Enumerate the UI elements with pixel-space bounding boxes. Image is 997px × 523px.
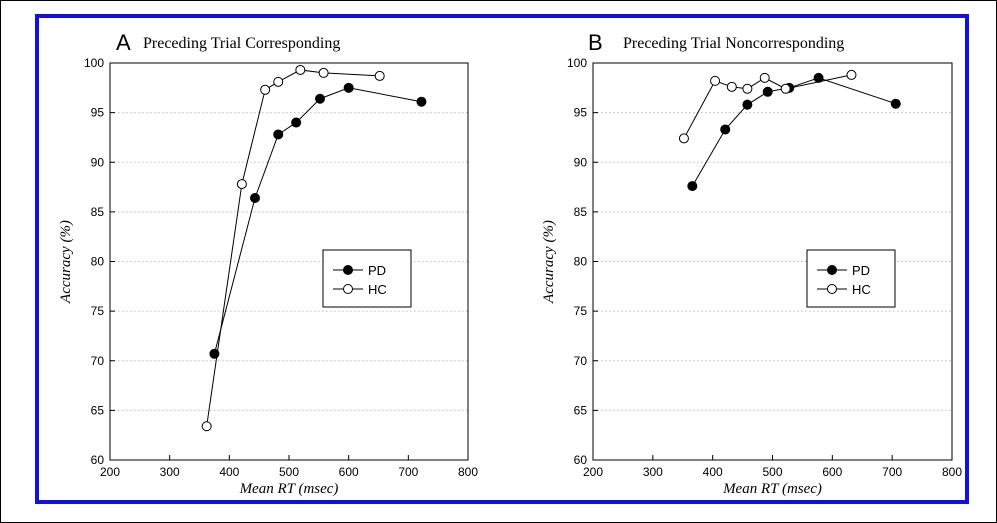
x-tick-label: 800 (458, 465, 478, 479)
x-tick-label: 500 (279, 465, 299, 479)
data-point-pd (687, 181, 698, 192)
x-tick-label: 300 (643, 465, 663, 479)
legend-label-hc: HC (852, 282, 871, 297)
legend-marker-pd (827, 265, 837, 275)
data-point-hc (742, 83, 753, 94)
y-tick-label: 75 (574, 304, 588, 318)
legend-box (322, 249, 412, 308)
panel-title: Preceding Trial Corresponding (143, 35, 340, 52)
panel-letter: A (116, 30, 131, 55)
x-tick-label: 700 (398, 465, 418, 479)
data-point-pd (813, 72, 824, 83)
data-point-hc (678, 133, 689, 144)
legend-label-pd: PD (852, 263, 870, 278)
data-point-pd (762, 86, 773, 97)
y-tick-label: 75 (91, 304, 105, 318)
x-tick-label: 600 (339, 465, 359, 479)
y-tick-label: 90 (574, 155, 588, 169)
data-point-hc (295, 64, 306, 75)
data-point-hc (201, 421, 212, 432)
y-tick-label: 65 (574, 403, 588, 417)
y-tick-label: 95 (574, 106, 588, 120)
data-point-hc (273, 76, 284, 87)
legend: PD HC (322, 249, 412, 308)
y-tick-label: 70 (91, 354, 105, 368)
legend-marker-hc (827, 284, 837, 294)
legend-label-pd: PD (368, 263, 386, 278)
data-point-hc (236, 179, 247, 190)
legend: PD HC (806, 249, 896, 308)
series-line-hc (683, 74, 852, 139)
legend-label-hc: HC (368, 282, 387, 297)
data-point-hc (374, 70, 385, 81)
data-point-pd (720, 124, 731, 135)
data-point-pd (890, 98, 901, 109)
y-tick-label: 85 (574, 205, 588, 219)
data-point-pd (315, 93, 326, 104)
y-tick-label: 80 (91, 255, 105, 269)
data-point-pd (742, 99, 753, 110)
data-point-hc (759, 72, 770, 83)
y-axis-label: Accuracy (%) (541, 220, 557, 304)
panel-letter: B (588, 30, 603, 55)
x-tick-label: 700 (882, 465, 902, 479)
data-point-hc (846, 69, 857, 80)
chart-panel-b: 60 65 70 75 80 85 90 95 100 200 300 400 500 600 700 800… (541, 30, 962, 497)
y-tick-label: 80 (574, 255, 588, 269)
series-hc (678, 69, 857, 144)
panel-title: Preceding Trial Noncorresponding (623, 35, 844, 52)
x-tick-label: 500 (762, 465, 782, 479)
series-pd (687, 72, 901, 192)
x-axis-label: Mean RT (msec) (239, 481, 339, 497)
y-tick-label: 60 (574, 453, 588, 467)
y-tick-label: 85 (91, 205, 105, 219)
legend-marker-pd (343, 265, 353, 275)
data-point-pd (291, 117, 302, 128)
x-tick-label: 200 (583, 465, 603, 479)
y-tick-label: 95 (91, 106, 105, 120)
series-pd (209, 82, 427, 359)
data-point-hc (260, 84, 271, 95)
x-tick-label: 400 (219, 465, 239, 479)
data-point-pd (416, 96, 427, 107)
data-point-hc (710, 75, 721, 86)
y-axis-label: Accuracy (%) (58, 220, 74, 304)
y-tick-label: 90 (91, 155, 105, 169)
x-tick-label: 400 (703, 465, 723, 479)
data-point-pd (343, 82, 354, 93)
x-axis-label: Mean RT (msec) (722, 481, 822, 497)
y-tick-label: 65 (91, 403, 105, 417)
figure-blue-frame (35, 14, 969, 504)
y-tick-label: 100 (84, 56, 104, 70)
y-tick-label: 100 (567, 56, 587, 70)
data-point-pd (249, 192, 260, 203)
x-tick-label: 800 (942, 465, 962, 479)
series-line-pd (213, 87, 422, 354)
series-hc (201, 64, 385, 432)
x-tick-label: 200 (100, 465, 120, 479)
data-point-hc (318, 67, 329, 78)
legend-marker-hc (343, 284, 353, 294)
data-point-hc (726, 81, 737, 92)
legend-box (806, 249, 896, 308)
chart-panel-a: 60 65 70 75 80 85 90 95 100 200 300 400 500 600 700 800… (58, 30, 478, 497)
y-tick-label: 60 (91, 453, 105, 467)
data-point-pd (273, 129, 284, 140)
x-tick-label: 600 (822, 465, 842, 479)
x-tick-label: 300 (160, 465, 180, 479)
data-point-hc (780, 83, 791, 94)
y-tick-label: 70 (574, 354, 588, 368)
